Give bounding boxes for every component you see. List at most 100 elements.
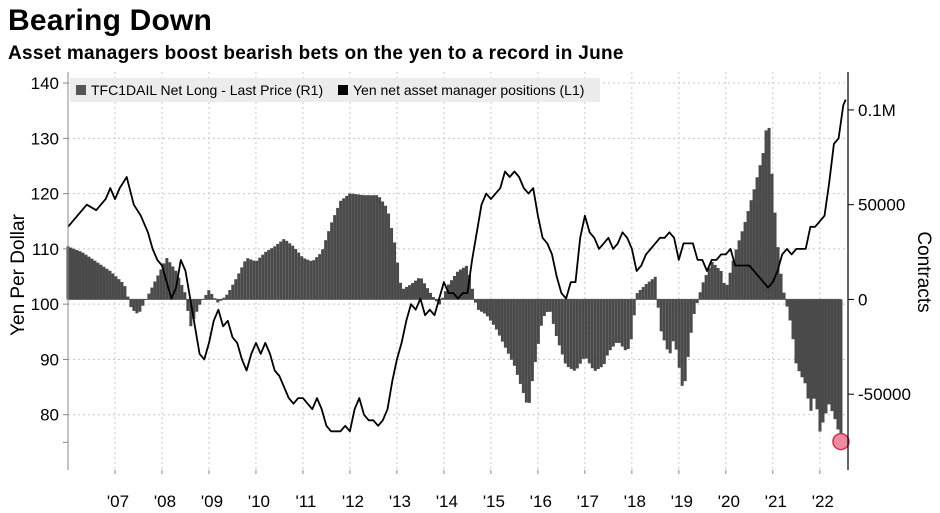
bar bbox=[629, 299, 633, 340]
bar bbox=[623, 299, 627, 351]
left-tick-label: 100 bbox=[31, 295, 59, 314]
bar bbox=[761, 153, 765, 300]
bar bbox=[593, 299, 597, 371]
bar bbox=[800, 299, 804, 378]
bar bbox=[213, 298, 217, 300]
bar bbox=[779, 273, 783, 300]
bar bbox=[530, 299, 534, 382]
bar bbox=[668, 299, 672, 354]
chart-title: Bearing Down bbox=[8, 4, 213, 37]
bar bbox=[351, 193, 355, 300]
bar bbox=[461, 267, 465, 300]
bar bbox=[710, 261, 714, 300]
bar bbox=[417, 278, 421, 300]
bar bbox=[662, 299, 666, 341]
bar bbox=[366, 195, 370, 300]
bar bbox=[581, 299, 585, 359]
bar bbox=[488, 299, 492, 321]
bar bbox=[818, 299, 822, 432]
bar bbox=[276, 243, 280, 300]
bar bbox=[348, 193, 352, 300]
bar bbox=[485, 299, 489, 317]
bar bbox=[390, 228, 394, 300]
bar bbox=[788, 299, 792, 321]
bar bbox=[455, 271, 459, 300]
bar bbox=[402, 288, 406, 300]
bar bbox=[827, 299, 831, 405]
bar bbox=[132, 299, 136, 311]
bar bbox=[147, 293, 151, 300]
bar bbox=[342, 198, 346, 300]
bar bbox=[626, 299, 630, 349]
x-tick-label: '08 bbox=[154, 492, 176, 511]
legend-swatch-bars bbox=[76, 85, 86, 95]
bar bbox=[716, 267, 720, 300]
bar bbox=[677, 299, 681, 368]
bar bbox=[219, 299, 223, 301]
bar bbox=[470, 288, 474, 300]
bar bbox=[192, 299, 196, 319]
bar bbox=[575, 299, 579, 369]
bar bbox=[611, 299, 615, 347]
highlight-marker bbox=[832, 432, 850, 451]
bar bbox=[354, 194, 358, 300]
right-axis-ticks: -50000 0 50000 0.1M bbox=[848, 101, 911, 404]
bar bbox=[291, 245, 295, 300]
bar bbox=[791, 299, 795, 340]
bar bbox=[414, 280, 418, 300]
bar bbox=[78, 251, 82, 300]
bar bbox=[75, 249, 79, 300]
x-tick-label: '09 bbox=[201, 492, 223, 511]
right-tick-label: 0.1M bbox=[858, 101, 896, 120]
bar bbox=[204, 295, 208, 300]
left-axis-ticks: 80 90 100 110 120 130 140 bbox=[31, 74, 68, 443]
bar bbox=[767, 127, 771, 300]
bar bbox=[294, 248, 298, 300]
x-tick-label: '10 bbox=[248, 492, 270, 511]
bar bbox=[809, 299, 813, 411]
bar bbox=[279, 241, 283, 300]
right-tick-label: 50000 bbox=[858, 196, 905, 215]
bar bbox=[797, 299, 801, 372]
x-tick-label: '18 bbox=[624, 492, 646, 511]
bar bbox=[189, 299, 193, 327]
bar bbox=[252, 260, 256, 300]
bar bbox=[440, 297, 444, 300]
bar bbox=[93, 260, 97, 300]
bar bbox=[207, 290, 211, 300]
bar bbox=[168, 262, 172, 300]
bar bbox=[599, 299, 603, 368]
bar bbox=[539, 299, 543, 326]
bar bbox=[363, 195, 367, 300]
bar bbox=[644, 284, 648, 300]
bar bbox=[560, 299, 564, 355]
bar bbox=[405, 286, 409, 300]
bar bbox=[596, 299, 600, 370]
bar bbox=[770, 173, 774, 300]
bar bbox=[572, 299, 576, 371]
bar bbox=[590, 299, 594, 369]
bar bbox=[620, 299, 624, 347]
left-tick-label: 110 bbox=[32, 240, 59, 259]
bar bbox=[758, 165, 762, 300]
bar bbox=[641, 287, 645, 300]
bar bbox=[303, 258, 307, 300]
x-axis-ticks: '07 '08 '09 '10 '11 '12 '13 '14 '15 '16 '17 '18 '19 '… bbox=[107, 470, 834, 511]
bar bbox=[84, 254, 88, 300]
bar bbox=[111, 273, 115, 300]
bar bbox=[108, 270, 112, 300]
bar bbox=[527, 299, 531, 403]
x-tick-label: '19 bbox=[671, 492, 693, 511]
bar bbox=[737, 240, 741, 300]
bar bbox=[105, 268, 109, 300]
bar bbox=[752, 189, 756, 300]
bar bbox=[423, 283, 427, 300]
bar bbox=[449, 280, 453, 300]
bar bbox=[614, 299, 618, 343]
bar bbox=[186, 299, 190, 311]
bar bbox=[452, 275, 456, 300]
bar bbox=[72, 248, 76, 300]
right-tick-label: 0 bbox=[858, 290, 867, 309]
bar bbox=[704, 275, 708, 300]
bar bbox=[399, 282, 403, 300]
